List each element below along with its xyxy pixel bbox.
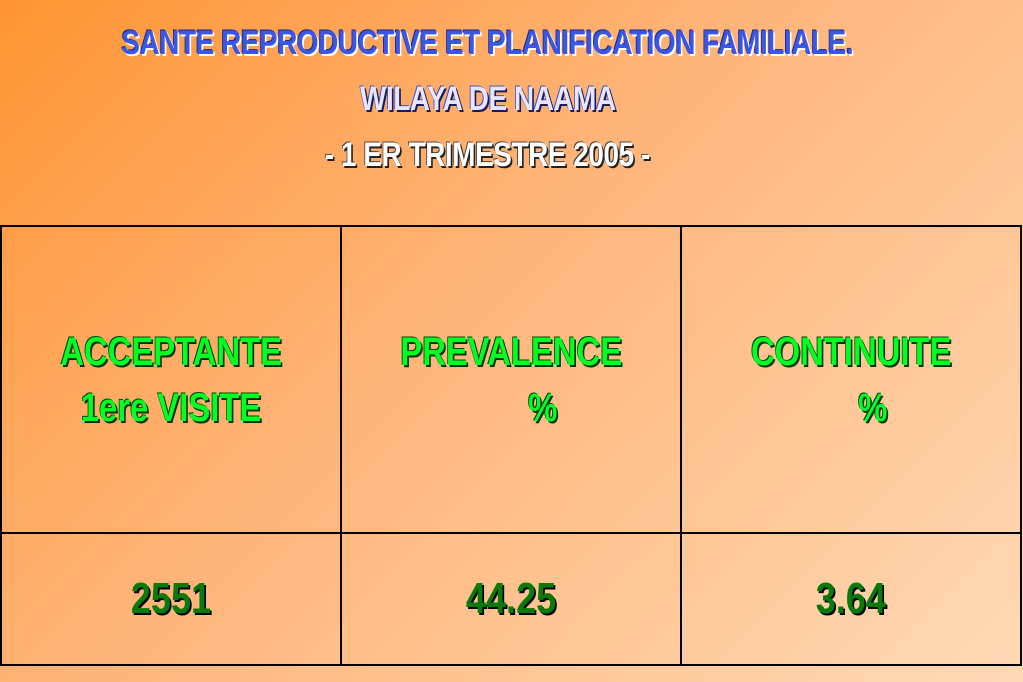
header-cell: PREVALENCE % [340, 225, 682, 534]
period: - 1 ER TRIMESTRE 2005 - [0, 136, 975, 175]
value-row: 2551 44.25 3.64 [0, 532, 1022, 666]
header-cell: CONTINUITE % [680, 225, 1022, 534]
title: SANTE REPRODUCTIVE ET PLANIFICATION FAMI… [0, 24, 975, 63]
header-row: ACCEPTANTE 1ere VISITE PREVALENCE % CONT… [0, 225, 1022, 534]
value-cell: 44.25 [340, 532, 682, 666]
value-text: 2551 [130, 574, 212, 623]
title-text: SANTE REPRODUCTIVE ET PLANIFICATION FAMI… [121, 24, 854, 62]
value-cell: 3.64 [680, 532, 1022, 666]
header-cell: ACCEPTANTE 1ere VISITE [0, 225, 342, 534]
value-text: 44.25 [465, 574, 557, 623]
value-cell: 2551 [0, 532, 342, 666]
subtitle: WILAYA DE NAAMA [0, 80, 975, 119]
header-text: ACCEPTANTE [60, 329, 282, 374]
header-text: % [858, 385, 888, 430]
data-table: ACCEPTANTE 1ere VISITE PREVALENCE % CONT… [0, 225, 1022, 666]
header-text: CONTINUITE [750, 329, 952, 374]
header-text: PREVALENCE [400, 329, 622, 374]
header-text: 1ere VISITE [80, 385, 262, 430]
header-text: % [528, 385, 558, 430]
period-text: - 1 ER TRIMESTRE 2005 - [324, 136, 651, 174]
value-text: 3.64 [815, 574, 887, 623]
subtitle-text: WILAYA DE NAAMA [359, 80, 616, 118]
